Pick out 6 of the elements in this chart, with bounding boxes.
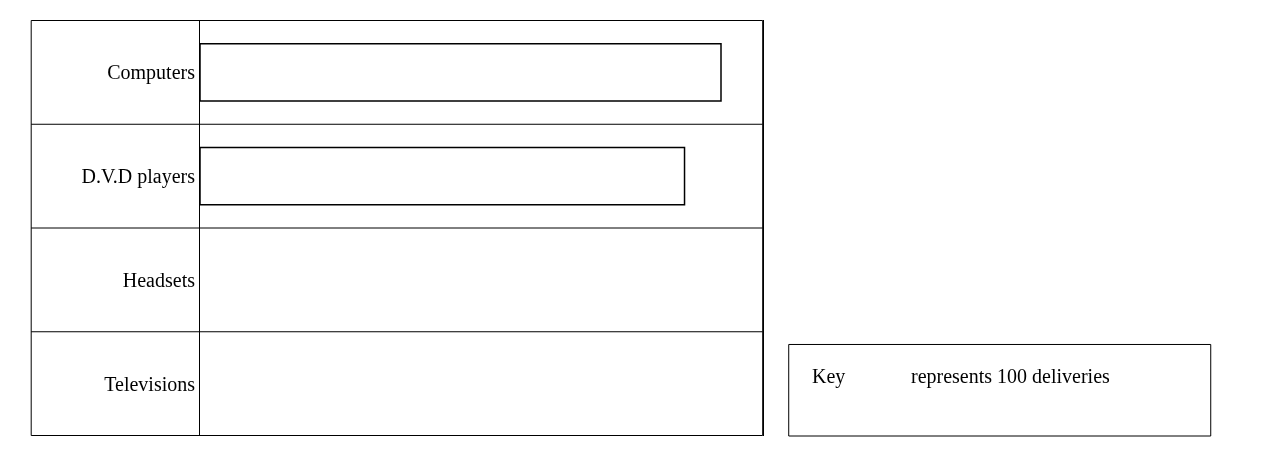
y-tick-label: Computers: [107, 61, 196, 85]
text: Key: [812, 365, 846, 388]
y-tick-label: Televisions: [104, 372, 196, 395]
y-tick-label: D.V.D players: [81, 165, 196, 189]
text: represents 100 deliveries: [911, 365, 1111, 388]
y-tick-label: Headsets: [122, 268, 196, 291]
